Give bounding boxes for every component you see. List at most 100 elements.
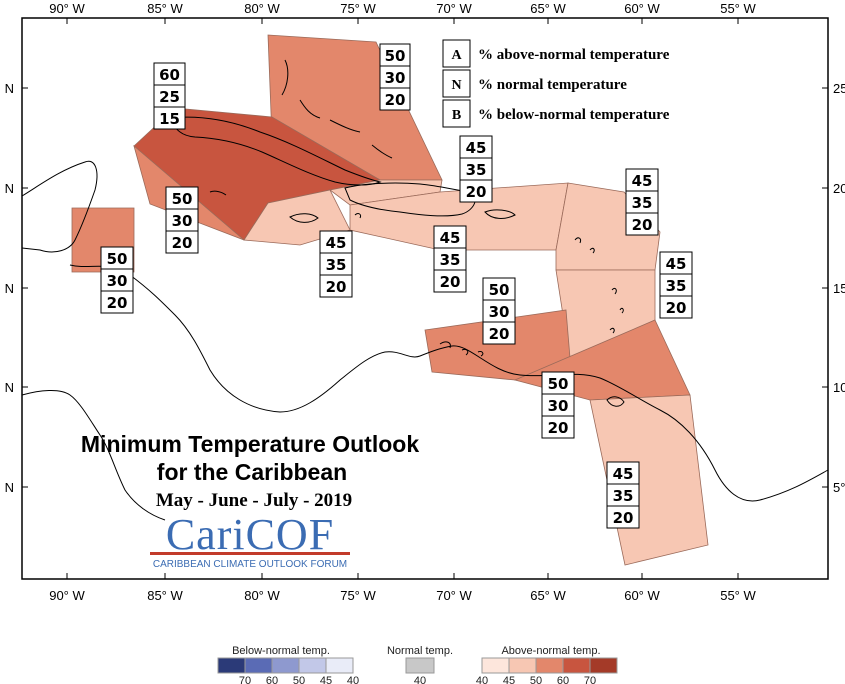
scale-title-normal: Normal temp. (387, 645, 453, 657)
prob-below: 20 (489, 325, 510, 343)
forecast-period: May - June - July - 2019 (156, 490, 352, 511)
lon-label-bottom: 75° W (340, 588, 376, 603)
prob-above: 50 (385, 47, 406, 65)
map-title-line2: for the Caribbean (157, 459, 347, 485)
scale-title-below: Below-normal temp. (232, 645, 330, 657)
lon-label-bottom: 85° W (147, 588, 183, 603)
prob-normal: 35 (326, 256, 347, 274)
scale-value: 70 (584, 675, 596, 684)
scale-value: 50 (293, 675, 305, 684)
lon-labels-top: 90° W 85° W 80° W 75° W 70° W 65° W 60° … (49, 1, 756, 16)
prob-below: 20 (172, 234, 193, 252)
lon-label-bottom: 65° W (530, 588, 566, 603)
scale-value: 45 (503, 675, 515, 684)
scale-swatch-above (589, 657, 618, 674)
prob-stack-belize: 50 30 20 (100, 246, 134, 314)
lat-label-left: N (5, 380, 14, 395)
map-title-line1: Minimum Temperature Outlook (81, 431, 419, 457)
legend-letter: A (451, 48, 462, 63)
prob-below: 20 (466, 183, 487, 201)
lat-labels-left: N N N N N (5, 81, 14, 495)
lat-label-left: N (5, 181, 14, 196)
prob-stack-turks-caicos: 45 35 20 (459, 135, 493, 203)
prob-stack-trinidad: 50 30 20 (541, 371, 575, 439)
lon-label-top: 70° W (436, 1, 472, 16)
scale-swatch-below (298, 657, 327, 674)
prob-normal: 30 (385, 69, 406, 87)
logo-caption: CARIBBEAN CLIMATE OUTLOOK FORUM (153, 559, 347, 570)
lon-label-top: 90° W (49, 1, 85, 16)
scale-swatch-below (271, 657, 300, 674)
prob-stack-bahamas: 50 30 20 (379, 43, 411, 111)
title-block: Minimum Temperature Outlook for the Cari… (81, 431, 419, 511)
lon-label-bottom: 70° W (436, 588, 472, 603)
prob-above: 45 (466, 139, 487, 157)
lat-label-right: 15 (833, 281, 845, 296)
prob-normal: 30 (489, 303, 510, 321)
lon-label-top: 60° W (624, 1, 660, 16)
scale-value: 45 (320, 675, 332, 684)
prob-below: 20 (632, 216, 653, 234)
prob-above: 45 (613, 465, 634, 483)
scale-value: 40 (347, 675, 359, 684)
prob-stack-windward: 45 35 20 (659, 251, 693, 319)
lon-label-top: 75° W (340, 1, 376, 16)
prob-stack-cayman: 50 30 20 (165, 186, 199, 254)
axis-ticks (22, 18, 828, 579)
lon-label-bottom: 55° W (720, 588, 756, 603)
scale-value: 60 (557, 675, 569, 684)
prob-below: 20 (548, 419, 569, 437)
prob-above: 50 (172, 190, 193, 208)
prob-above: 60 (159, 66, 180, 84)
probability-stacks: 50 30 20 60 25 15 50 30 20 50 30 20 45 3… (100, 43, 693, 529)
prob-stack-guianas: 45 35 20 (606, 461, 640, 529)
scale-swatch-above (562, 657, 591, 674)
scale-value: 50 (530, 675, 542, 684)
scale-swatch-normal (405, 657, 435, 674)
prob-above: 50 (107, 250, 128, 268)
scale-swatch-above (535, 657, 564, 674)
scale-value: 60 (266, 675, 278, 684)
prob-below: 20 (107, 294, 128, 312)
legend-letter-box (442, 39, 471, 68)
lat-label-right: 25 (833, 81, 845, 96)
prob-normal: 35 (613, 487, 634, 505)
prob-above: 50 (548, 375, 569, 393)
prob-normal: 35 (632, 194, 653, 212)
lon-label-top: 85° W (147, 1, 183, 16)
scale-swatch-above (508, 657, 537, 674)
legend-letter-box (442, 99, 471, 128)
legend-label: % below-normal temperature (478, 107, 670, 123)
lat-label-right: 10 (833, 380, 845, 395)
caricof-logo: CariCOF CARIBBEAN CLIMATE OUTLOOK FORUM (150, 510, 350, 570)
legend-letter: B (452, 108, 461, 123)
legend-label: % above-normal temperature (478, 47, 670, 63)
prob-normal: 30 (172, 212, 193, 230)
lon-label-bottom: 80° W (244, 588, 280, 603)
lon-label-top: 55° W (720, 1, 756, 16)
legend-letter: N (451, 78, 461, 93)
lon-label-bottom: 90° W (49, 588, 85, 603)
logo-underline (150, 552, 350, 555)
lat-label-right: 5° (833, 480, 845, 495)
prob-normal: 25 (159, 88, 180, 106)
prob-below: 20 (326, 278, 347, 296)
lon-label-top: 80° W (244, 1, 280, 16)
scale-swatch-below (244, 657, 273, 674)
prob-stack-hispaniola: 45 35 20 (433, 225, 467, 293)
prob-stack-leeward: 45 35 20 (625, 168, 659, 236)
lat-label-left: N (5, 480, 14, 495)
prob-stack-cuba: 60 25 15 (153, 62, 186, 130)
probability-legend: A % above-normal temperature N % normal … (442, 39, 670, 128)
scale-value: 70 (239, 675, 251, 684)
prob-normal: 35 (466, 161, 487, 179)
prob-below: 20 (613, 509, 634, 527)
prob-above: 50 (489, 281, 510, 299)
legend-letter-box (442, 69, 471, 98)
scale-value: 40 (476, 675, 488, 684)
lat-label-left: N (5, 81, 14, 96)
scale-title-above: Above-normal temp. (501, 645, 600, 657)
scale-value: 40 (414, 675, 426, 684)
logo-wordmark: CariCOF (166, 510, 334, 559)
